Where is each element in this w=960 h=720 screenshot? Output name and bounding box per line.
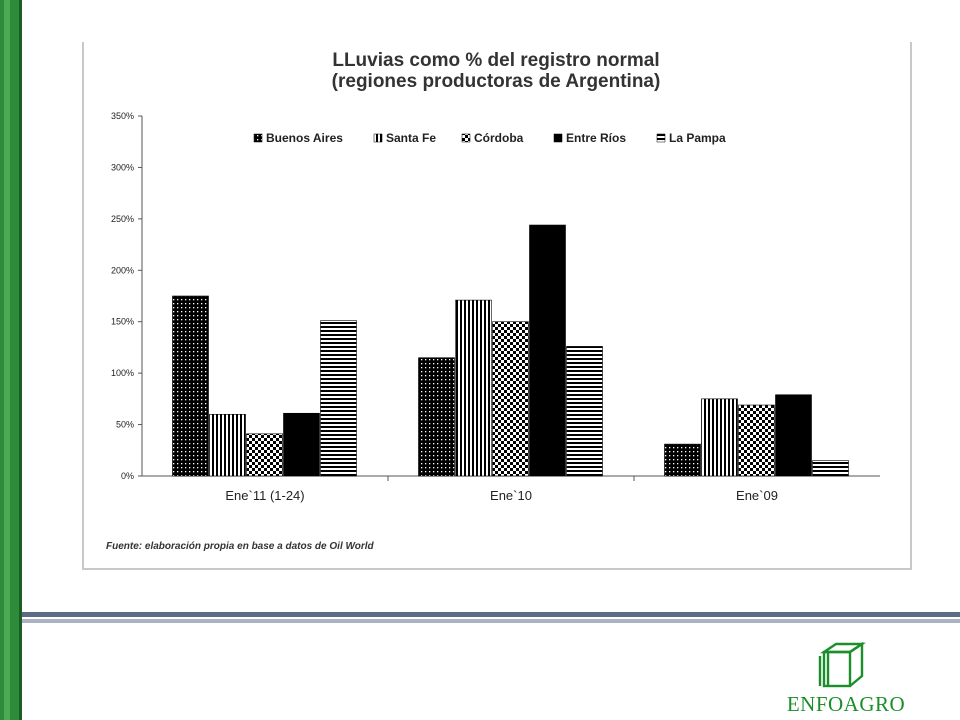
legend-swatch xyxy=(373,133,383,143)
y-tick-label: 350% xyxy=(111,111,134,121)
legend-swatch xyxy=(553,133,563,143)
legend-swatch xyxy=(461,133,471,143)
enfoagro-logo: ENFOAGRO xyxy=(776,641,916,718)
legend-label: Buenos Aires xyxy=(266,131,343,145)
footer-divider-line-secondary xyxy=(22,619,960,623)
bar-buenos-aires-1 xyxy=(418,357,455,477)
left-green-bar xyxy=(0,0,22,720)
y-tick-label: 50% xyxy=(116,420,134,430)
legend-swatch xyxy=(656,133,666,143)
legend-swatch xyxy=(253,133,263,143)
y-tick-label: 0% xyxy=(121,471,134,481)
y-tick-label: 100% xyxy=(111,368,134,378)
y-tick-label: 300% xyxy=(111,162,134,172)
cube-icon xyxy=(818,641,866,688)
legend-label: Entre Ríos xyxy=(566,131,626,145)
x-axis: Ene`11 (1-24) Ene`10 Ene`09 xyxy=(225,476,778,503)
bar-chart: LLuvias como % del registro normal(regio… xyxy=(106,50,880,552)
category-label: Ene`11 (1-24) xyxy=(225,488,304,503)
bar-c-rdoba-2 xyxy=(738,404,775,477)
bar-entre-r-os-1 xyxy=(529,224,566,477)
bar-la-pampa-0 xyxy=(320,320,357,477)
footer-divider-line xyxy=(22,612,960,617)
bar-entre-r-os-2 xyxy=(775,394,812,477)
bar-c-rdoba-1 xyxy=(492,321,529,477)
bar-santa-fe-0 xyxy=(209,413,246,477)
legend: Buenos Aires Santa Fe Córdoba Entre Ríos La … xyxy=(253,131,726,145)
legend-label: Córdoba xyxy=(474,131,524,145)
bar-c-rdoba-0 xyxy=(246,433,283,477)
bar-la-pampa-1 xyxy=(566,346,603,477)
logo-text: ENFOAGRO xyxy=(786,692,906,716)
bar-la-pampa-2 xyxy=(812,460,849,477)
source-note: Fuente: elaboración propia en base a dat… xyxy=(106,541,375,552)
bar-buenos-aires-2 xyxy=(664,443,701,477)
category-label: Ene`10 xyxy=(490,488,532,503)
legend-label: Santa Fe xyxy=(386,131,436,145)
bar-santa-fe-1 xyxy=(455,299,492,477)
bars xyxy=(172,224,849,477)
category-label: Ene`09 xyxy=(736,488,778,503)
y-tick-label: 200% xyxy=(111,265,134,275)
legend-label: La Pampa xyxy=(669,131,726,145)
bar-santa-fe-2 xyxy=(701,398,738,477)
chart-title-line-2: (regiones productoras de Argentina) xyxy=(332,71,661,92)
chart-frame: LLuvias como % del registro normal (regio… xyxy=(82,42,912,570)
y-tick-label: 150% xyxy=(111,317,134,327)
bar-entre-r-os-0 xyxy=(283,412,320,477)
y-tick-label: 250% xyxy=(111,214,134,224)
chart-title-line-1: LLuvias como % del registro normal xyxy=(332,50,659,71)
chart-title: LLuvias como % del registro normal(regio… xyxy=(332,50,661,92)
bar-buenos-aires-0 xyxy=(172,295,209,477)
